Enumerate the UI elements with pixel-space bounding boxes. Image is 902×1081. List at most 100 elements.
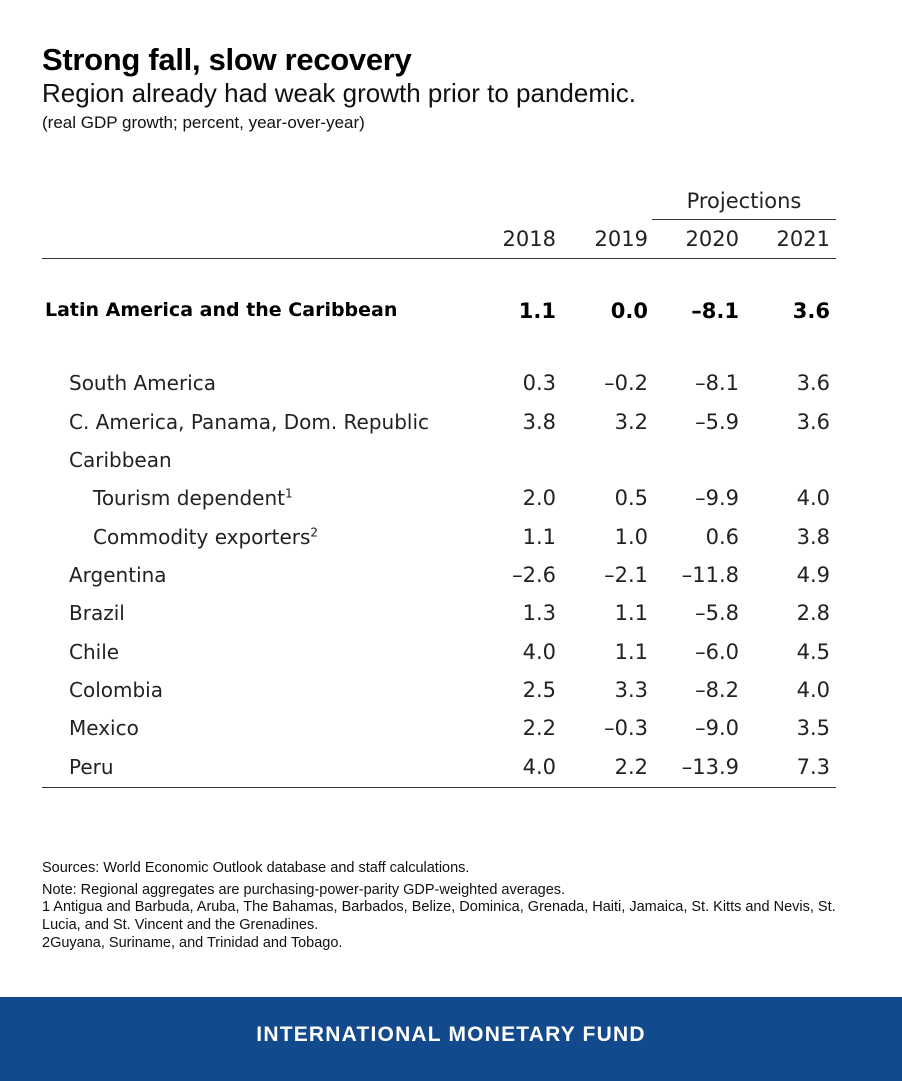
- cell-value-2019: 0.5: [614, 486, 648, 510]
- row-label-text: Chile: [69, 640, 120, 664]
- cell-value-2021: 7.3: [796, 755, 830, 779]
- cell-value-2021: 4.0: [796, 486, 830, 510]
- row-label: Tourism dependent1: [93, 486, 293, 510]
- cell-value-2021: 4.9: [796, 563, 830, 587]
- table-row: Chile 4.0 1.1 –6.0 4.5: [42, 640, 836, 670]
- column-header-2019: 2019: [594, 227, 648, 251]
- unit-label: (real GDP growth; percent, year-over-yea…: [42, 113, 365, 132]
- projections-label: Projections: [686, 189, 802, 213]
- table-row: Colombia 2.5 3.3 –8.2 4.0: [42, 678, 836, 708]
- row-label-text: Peru: [69, 755, 114, 779]
- cell-value-2018: 1.3: [522, 601, 556, 625]
- cell-value-2021: 3.6: [796, 371, 830, 395]
- cell-value-2020: –8.1: [691, 299, 739, 323]
- cell-value-2020: –11.8: [681, 563, 739, 587]
- cell-value-2019: 3.3: [614, 678, 648, 702]
- row-label: Chile: [69, 640, 119, 664]
- row-label: Colombia: [69, 678, 163, 702]
- cell-value-2019: 2.2: [614, 755, 648, 779]
- row-label: Latin America and the Caribbean: [45, 299, 397, 321]
- cell-value-2018: 2.5: [522, 678, 556, 702]
- cell-value-2018: 4.0: [522, 640, 556, 664]
- row-label: Commodity exporters2: [93, 525, 318, 549]
- row-label: Caribbean: [69, 448, 172, 472]
- cell-value-2020: –8.2: [695, 678, 739, 702]
- table-row: Brazil 1.3 1.1 –5.8 2.8: [42, 601, 836, 631]
- cell-value-2018: 1.1: [522, 525, 556, 549]
- row-label-text: Tourism dependent: [93, 486, 285, 510]
- cell-value-2019: –0.2: [604, 371, 648, 395]
- column-header-2018: 2018: [502, 227, 556, 251]
- cell-value-2019: 1.1: [614, 601, 648, 625]
- cell-value-2021: 3.8: [796, 525, 830, 549]
- table-row: South America 0.3 –0.2 –8.1 3.6: [42, 371, 836, 401]
- row-label: C. America, Panama, Dom. Republic: [69, 410, 429, 434]
- row-label: Mexico: [69, 716, 139, 740]
- table-row: Commodity exporters2 1.1 1.0 0.6 3.8: [42, 525, 836, 555]
- cell-value-2020: –8.1: [695, 371, 739, 395]
- cell-value-2020: –6.0: [695, 640, 739, 664]
- column-header-2021: 2021: [776, 227, 830, 251]
- cell-value-2020: –5.8: [695, 601, 739, 625]
- cell-value-2021: 4.5: [796, 640, 830, 664]
- cell-value-2020: –9.0: [695, 716, 739, 740]
- cell-value-2019: 1.1: [614, 640, 648, 664]
- growth-table: Projections 2018 2019 2020 2021 Latin Americ…: [42, 185, 836, 795]
- footnote-marker: 1: [284, 486, 293, 501]
- table-row: Mexico 2.2 –0.3 –9.0 3.5: [42, 716, 836, 746]
- cell-value-2021: 4.0: [796, 678, 830, 702]
- header-rule: [42, 258, 836, 259]
- cell-value-2018: –2.6: [512, 563, 556, 587]
- table-row: C. America, Panama, Dom. Republic 3.8 3.2 –…: [42, 410, 836, 440]
- cell-value-2019: 0.0: [610, 299, 648, 323]
- imf-brand: INTERNATIONAL MONETARY FUND: [256, 1023, 646, 1046]
- cell-value-2020: 0.6: [705, 525, 739, 549]
- cell-value-2018: 1.1: [518, 299, 556, 323]
- row-label-text: South America: [69, 371, 216, 395]
- row-label-text: Commodity exporters: [93, 525, 311, 549]
- cell-value-2019: 3.2: [614, 410, 648, 434]
- table-row: Peru 4.0 2.2 –13.9 7.3: [42, 755, 836, 785]
- aggregate-note: Note: Regional aggregates are purchasing…: [42, 881, 566, 898]
- row-label-text: Caribbean: [69, 448, 172, 472]
- row-label: South America: [69, 371, 216, 395]
- cell-value-2019: –2.1: [604, 563, 648, 587]
- chart-title: Strong fall, slow recovery: [42, 42, 412, 77]
- cell-value-2019: 1.0: [614, 525, 648, 549]
- table-row: Tourism dependent1 2.0 0.5 –9.9 4.0: [42, 486, 836, 516]
- bottom-rule: [42, 787, 836, 788]
- table-row: Argentina –2.6 –2.1 –11.8 4.9: [42, 563, 836, 593]
- row-label-text: Colombia: [69, 678, 163, 702]
- column-header-2020: 2020: [685, 227, 739, 251]
- footnote-marker: 2: [310, 525, 319, 540]
- row-label: Peru: [69, 755, 114, 779]
- cell-value-2018: 4.0: [522, 755, 556, 779]
- cell-value-2019: –0.3: [604, 716, 648, 740]
- notes: Sources: World Economic Outlook database…: [42, 860, 842, 952]
- row-label-text: Latin America and the Caribbean: [45, 299, 398, 321]
- cell-value-2020: –5.9: [695, 410, 739, 434]
- cell-value-2021: 2.8: [796, 601, 830, 625]
- cell-value-2021: 3.6: [792, 299, 830, 323]
- cell-value-2021: 3.6: [796, 410, 830, 434]
- cell-value-2018: 2.0: [522, 486, 556, 510]
- row-label-text: Mexico: [69, 716, 139, 740]
- cell-value-2018: 2.2: [522, 716, 556, 740]
- row-label-text: C. America, Panama, Dom. Republic: [69, 410, 430, 434]
- row-label: Argentina: [69, 563, 167, 587]
- table-row: Caribbean: [42, 448, 836, 478]
- cell-value-2020: –13.9: [681, 755, 739, 779]
- footnote-1: 1 Antigua and Barbuda, Aruba, The Bahama…: [42, 899, 836, 934]
- chart-subtitle: Region already had weak growth prior to …: [42, 78, 637, 108]
- projections-rule: [652, 219, 836, 220]
- row-label: Brazil: [69, 601, 125, 625]
- footer-bar: INTERNATIONAL MONETARY FUND: [0, 997, 902, 1081]
- cell-value-2020: –9.9: [695, 486, 739, 510]
- footnote-2: 2Guyana, Suriname, and Trinidad and Toba…: [42, 934, 343, 951]
- sources-note: Sources: World Economic Outlook database…: [42, 860, 470, 876]
- table-row: Latin America and the Caribbean 1.1 0.0 –8.…: [42, 299, 836, 329]
- row-label-text: Argentina: [69, 563, 167, 587]
- cell-value-2018: 3.8: [522, 410, 556, 434]
- cell-value-2018: 0.3: [522, 371, 556, 395]
- cell-value-2021: 3.5: [796, 716, 830, 740]
